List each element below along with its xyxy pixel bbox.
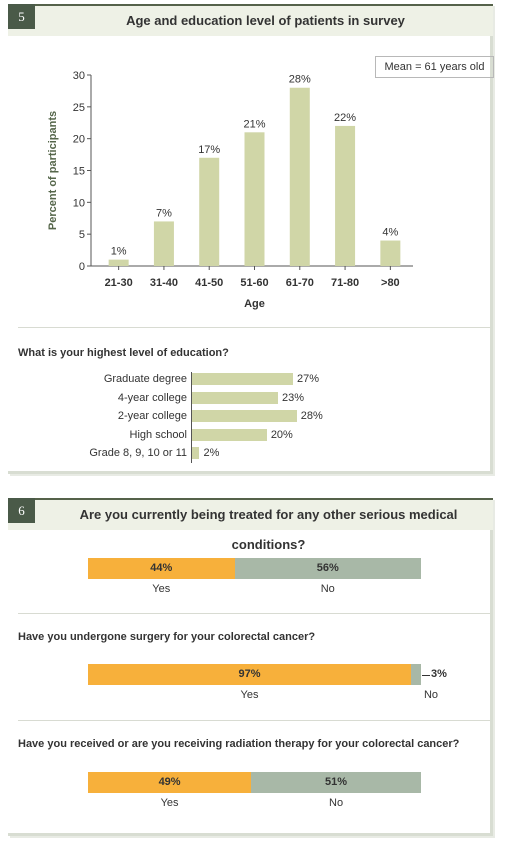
panel-age-education: 5 Age and education level of patients in… <box>8 4 494 474</box>
education-bar <box>192 410 297 422</box>
education-bar <box>192 428 267 441</box>
section-number: 5 <box>8 4 35 29</box>
age-bar-value-label: 21% <box>243 118 265 130</box>
age-bar-value-label: 1% <box>111 246 127 258</box>
y-tick-label: 0 <box>79 261 85 273</box>
education-category-label: Grade 8, 9, 10 or 11 <box>89 447 187 459</box>
panel-title: Are you currently being treated for any … <box>79 507 458 552</box>
education-bar-value-label: 27% <box>297 373 320 385</box>
education-bar-value-label: 28% <box>300 410 323 422</box>
age-bar <box>199 157 220 266</box>
x-axis-label: Age <box>244 298 265 310</box>
panel-title: Age and education level of patients in s… <box>126 13 405 28</box>
yes-segment <box>88 664 411 685</box>
age-bar <box>289 87 310 266</box>
segment-value-label: 56% <box>316 562 339 574</box>
segment-category-label: Yes <box>152 583 171 595</box>
age-bar-value-label: 4% <box>382 227 398 239</box>
education-category-label: 2-year college <box>117 410 187 422</box>
education-question: What is your highest level of education? <box>18 347 229 359</box>
age-bar-chart: 0 5 10 15 20 25 30 1% 21-30 7% 31-40 17% 41-50 21% 51-… <box>47 70 413 310</box>
age-bar-value-label: 17% <box>198 144 220 156</box>
radiation-question: Have you received or are you receiving r… <box>18 738 460 750</box>
age-category-label: 21-30 <box>105 277 133 289</box>
education-axis <box>191 372 192 463</box>
age-category-label: 41-50 <box>195 277 223 289</box>
segment-value-label: 97% <box>238 668 261 680</box>
age-category-label: 51-60 <box>240 277 268 289</box>
y-tick-label: 30 <box>73 70 85 82</box>
education-category-label: Graduate degree <box>103 373 187 385</box>
age-bar <box>244 132 265 266</box>
section-divider <box>18 613 490 614</box>
panel-medical-conditions: 6 Are you currently being treated for an… <box>8 498 493 836</box>
panel-header: 5 Age and education level of patients in… <box>8 4 493 36</box>
other-conditions-stacked-bar: 44% Yes 56% No <box>8 558 490 598</box>
panel-header: 6 Are you currently being treated for an… <box>8 498 493 552</box>
age-bar-value-label: 7% <box>156 207 172 219</box>
y-tick-label: 25 <box>73 102 85 114</box>
age-bar <box>380 240 401 266</box>
education-bar-value-label: 20% <box>270 428 293 441</box>
yes-segment <box>88 772 252 793</box>
education-bar-chart: Graduate degree 27% 4-year college 23% 2-yea… <box>8 372 490 463</box>
radiation-stacked-bar: 49% Yes 51% No <box>8 772 490 812</box>
education-category-label: 4-year college <box>117 391 187 404</box>
no-segment <box>251 772 421 793</box>
age-category-label: >80 <box>381 277 400 289</box>
segment-category-label: Yes <box>240 689 259 701</box>
y-tick-label: 20 <box>73 134 85 146</box>
age-bar-value-label: 22% <box>334 112 356 124</box>
surgery-stacked-bar: 97% Yes 3% No <box>8 664 490 704</box>
leader-line <box>422 674 430 676</box>
age-bar-value-label: 28% <box>289 74 311 86</box>
surgery-question: Have you undergone surgery for your colo… <box>18 631 316 643</box>
education-category-label: High school <box>129 428 187 441</box>
section-divider <box>18 327 490 328</box>
education-bar <box>192 373 293 385</box>
education-bar-value-label: 23% <box>282 391 305 404</box>
mean-annotation: Mean = 61 years old <box>375 56 494 78</box>
no-segment <box>411 664 421 685</box>
education-bar <box>192 391 279 404</box>
segment-category-label: No <box>423 689 439 701</box>
yes-segment <box>88 558 235 579</box>
section-divider <box>18 720 490 721</box>
y-tick-label: 15 <box>73 166 85 178</box>
education-bar-value-label: 2% <box>203 447 220 459</box>
education-bar <box>192 447 200 459</box>
age-bar <box>153 221 174 266</box>
segment-value-label: 49% <box>158 776 181 788</box>
y-axis-label: Percent of participants <box>47 111 59 230</box>
age-bar <box>108 259 129 266</box>
segment-category-label: Yes <box>160 797 179 809</box>
segment-category-label: No <box>320 583 335 595</box>
section-number: 6 <box>8 498 35 523</box>
segment-value-label: 51% <box>325 776 348 788</box>
no-segment <box>234 558 421 579</box>
age-category-label: 61-70 <box>286 277 314 289</box>
segment-value-label: 3% <box>431 668 447 680</box>
segment-value-label: 44% <box>150 562 173 574</box>
segment-category-label: No <box>329 797 344 809</box>
y-tick-label: 10 <box>73 197 85 209</box>
age-category-label: 71-80 <box>331 277 359 289</box>
age-category-label: 31-40 <box>150 277 178 289</box>
y-tick-label: 5 <box>79 229 85 241</box>
age-bar <box>335 125 356 266</box>
